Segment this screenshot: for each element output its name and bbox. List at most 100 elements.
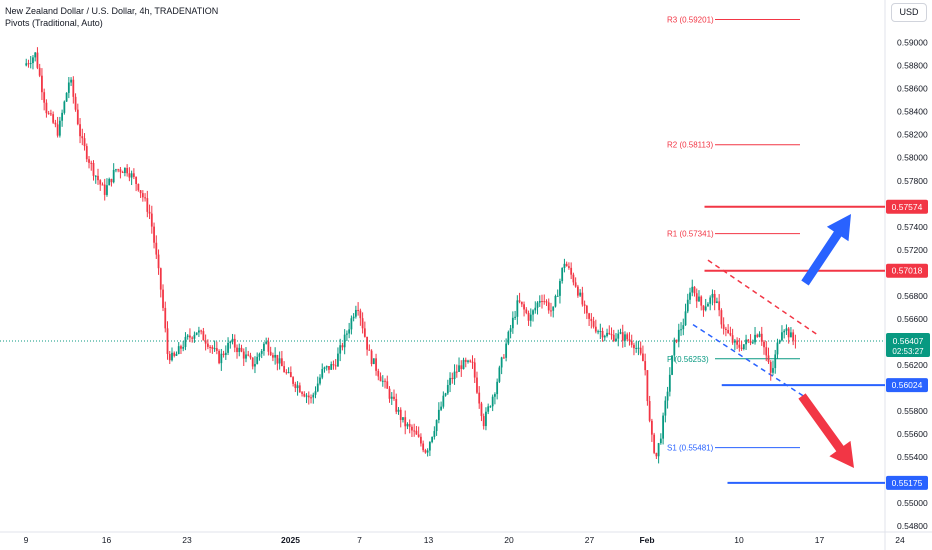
candle-body bbox=[615, 338, 617, 342]
candle-body bbox=[240, 347, 243, 352]
candle-body bbox=[451, 377, 454, 380]
candle-body bbox=[657, 443, 660, 457]
candle-body bbox=[289, 372, 292, 378]
currency-button[interactable]: USD bbox=[891, 3, 927, 22]
candle-body bbox=[256, 356, 259, 365]
candle-body bbox=[536, 302, 539, 308]
candle-body bbox=[599, 330, 602, 332]
candle-body bbox=[238, 347, 241, 353]
candle-body bbox=[677, 329, 680, 342]
candle-body bbox=[458, 365, 460, 372]
upper-red-dashed[interactable] bbox=[707, 259, 820, 337]
candle-body bbox=[756, 334, 759, 337]
candle-body bbox=[397, 409, 400, 412]
candle-body bbox=[357, 309, 360, 311]
candle-body bbox=[285, 372, 288, 374]
candle-body bbox=[507, 331, 510, 344]
candle-body bbox=[538, 300, 541, 303]
candle-body bbox=[126, 167, 129, 174]
candle-body bbox=[310, 397, 312, 399]
candle-body bbox=[772, 368, 774, 373]
candle-body bbox=[52, 114, 55, 123]
candle-body bbox=[653, 434, 656, 453]
candle-body bbox=[307, 395, 310, 398]
candle-body bbox=[218, 350, 220, 364]
candle-body bbox=[689, 292, 691, 300]
time-tick-label: 24 bbox=[895, 535, 905, 545]
level-tag-bg bbox=[886, 199, 928, 214]
candle-body bbox=[346, 333, 348, 335]
candle-body bbox=[399, 409, 402, 420]
candle-body bbox=[361, 318, 364, 329]
candle-body bbox=[65, 92, 68, 102]
candle-body bbox=[249, 355, 252, 358]
level-tag: 0.55175 bbox=[892, 478, 923, 488]
candle-body bbox=[455, 371, 458, 373]
candle-body bbox=[325, 365, 328, 368]
candle-body bbox=[247, 354, 250, 356]
candle-body bbox=[606, 332, 608, 336]
candle-body bbox=[585, 305, 588, 314]
candle-body bbox=[370, 350, 373, 365]
candle-body bbox=[267, 341, 270, 352]
candle-body bbox=[745, 339, 747, 345]
candle-body bbox=[473, 362, 476, 378]
candle-body bbox=[296, 385, 299, 389]
candle-body bbox=[135, 176, 138, 184]
candle-body bbox=[390, 396, 393, 399]
candle-body bbox=[242, 351, 245, 359]
candle-body bbox=[496, 381, 499, 395]
candle-body bbox=[426, 450, 429, 453]
candle-body bbox=[686, 299, 689, 312]
candle-body bbox=[384, 380, 386, 382]
candle-body bbox=[354, 309, 357, 317]
candle-body bbox=[754, 334, 756, 343]
candle-body bbox=[305, 395, 308, 397]
candle-body bbox=[709, 297, 712, 304]
candle-body bbox=[92, 163, 95, 176]
candle-body bbox=[563, 263, 566, 268]
up-arrow bbox=[801, 214, 851, 286]
candle-body bbox=[334, 365, 337, 367]
price-tick-label: 0.58600 bbox=[897, 84, 928, 94]
candle-body bbox=[693, 286, 696, 294]
time-tick-label: 27 bbox=[585, 535, 595, 545]
candle-body bbox=[119, 169, 122, 173]
candle-body bbox=[141, 193, 144, 198]
candle-body bbox=[731, 335, 734, 343]
price-tick-label: 0.55800 bbox=[897, 406, 928, 416]
candle-body bbox=[518, 300, 521, 302]
candle-body bbox=[166, 328, 169, 354]
candle-body bbox=[592, 321, 595, 327]
candle-body bbox=[200, 330, 203, 332]
candle-body bbox=[664, 400, 667, 416]
price-tick-label: 0.56200 bbox=[897, 360, 928, 370]
candle-body bbox=[61, 112, 64, 121]
candle-body bbox=[751, 342, 754, 344]
candle-body bbox=[294, 383, 297, 389]
indicator-label[interactable]: Pivots (Traditional, Auto) bbox=[5, 18, 103, 28]
pivot-label-r1: R1 (0.57341) bbox=[667, 230, 714, 239]
candle-body bbox=[41, 75, 43, 93]
candle-body bbox=[541, 300, 543, 302]
candle-body bbox=[778, 340, 781, 343]
candle-body bbox=[783, 330, 786, 333]
time-tick-label: 7 bbox=[357, 535, 362, 545]
candle-body bbox=[139, 190, 142, 194]
candle-body bbox=[171, 352, 173, 361]
candles bbox=[25, 47, 797, 464]
candle-body bbox=[128, 173, 131, 178]
price-tick-label: 0.55600 bbox=[897, 429, 928, 439]
candle-body bbox=[377, 370, 380, 377]
candle-body bbox=[117, 169, 120, 171]
candle-body bbox=[155, 242, 158, 255]
candle-body bbox=[319, 377, 321, 384]
candle-body bbox=[550, 310, 552, 312]
candle-body bbox=[381, 380, 384, 382]
candle-body bbox=[610, 334, 613, 336]
candle-body bbox=[186, 335, 189, 337]
lower-blue-dashed[interactable] bbox=[692, 323, 804, 397]
candle-body bbox=[90, 162, 93, 164]
time-tick-label: 13 bbox=[424, 535, 434, 545]
